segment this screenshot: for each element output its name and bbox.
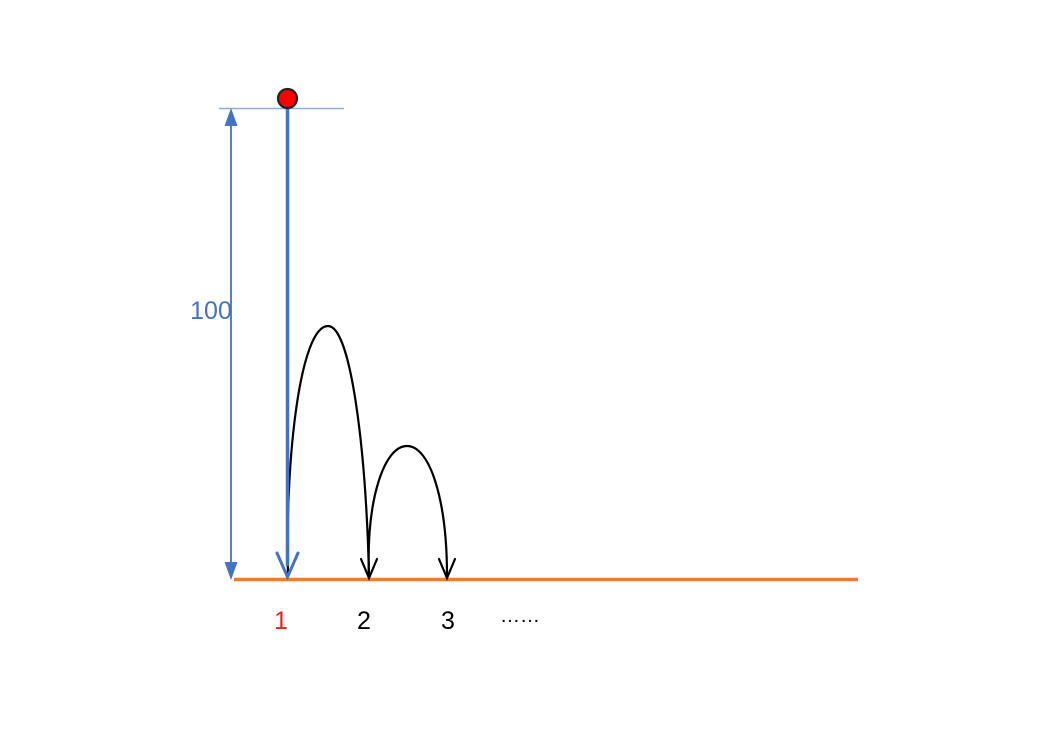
landing-arrowhead-3 bbox=[437, 557, 457, 581]
ball-icon bbox=[276, 87, 299, 110]
ellipsis-label: …… bbox=[500, 605, 540, 627]
bounce-label-3: 3 bbox=[441, 607, 455, 635]
drop-arrowhead bbox=[275, 551, 300, 581]
height-dimension-arrow bbox=[224, 108, 238, 580]
bounce-label-2: 2 bbox=[357, 607, 371, 635]
bounce-arcs bbox=[286, 324, 449, 577]
height-label: 100 bbox=[190, 297, 232, 325]
landing-arrowhead-2 bbox=[359, 557, 379, 581]
bounce-label-1: 1 bbox=[274, 607, 288, 635]
bounce-arc-2 bbox=[367, 444, 449, 577]
bounce-arc-1 bbox=[286, 324, 371, 577]
